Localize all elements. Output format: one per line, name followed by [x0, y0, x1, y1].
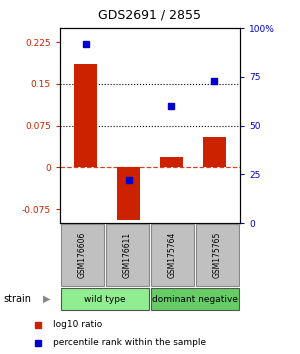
Text: GSM175764: GSM175764 — [168, 232, 177, 278]
Bar — [61, 288, 149, 310]
Text: GSM176606: GSM176606 — [78, 232, 87, 278]
Bar — [196, 224, 239, 286]
Bar — [106, 224, 149, 286]
Text: GSM176611: GSM176611 — [123, 232, 132, 278]
Bar — [151, 288, 239, 310]
Text: ▶: ▶ — [43, 294, 50, 304]
Text: log10 ratio: log10 ratio — [53, 320, 102, 330]
Text: strain: strain — [3, 294, 31, 304]
Bar — [202, 137, 226, 167]
Bar — [117, 167, 140, 220]
Bar — [151, 224, 194, 286]
Text: percentile rank within the sample: percentile rank within the sample — [53, 338, 206, 347]
Text: GSM175765: GSM175765 — [213, 232, 222, 278]
Bar — [74, 64, 98, 167]
Text: GDS2691 / 2855: GDS2691 / 2855 — [98, 9, 202, 22]
Text: dominant negative: dominant negative — [152, 295, 238, 304]
Bar — [160, 158, 183, 167]
Bar — [61, 224, 104, 286]
Text: wild type: wild type — [84, 295, 126, 304]
